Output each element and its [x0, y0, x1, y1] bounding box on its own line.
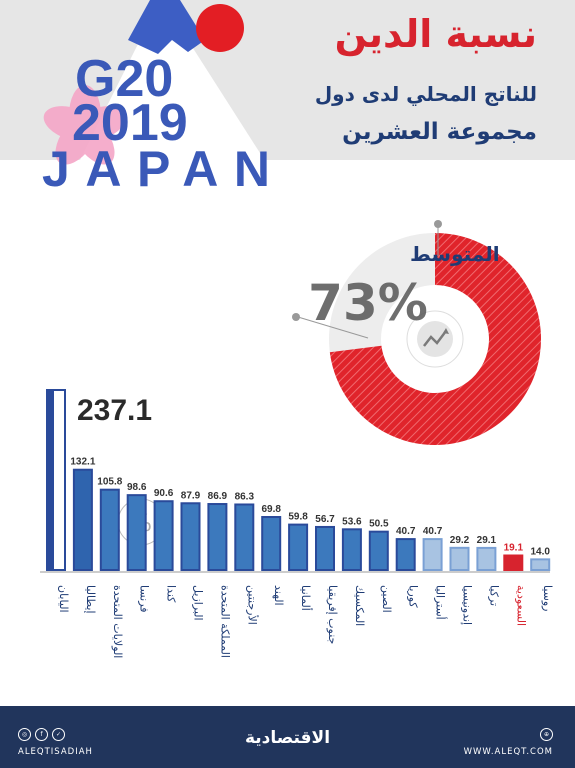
bar-value-label: 29.2: [450, 535, 470, 546]
category-label: البرازيل: [192, 585, 205, 621]
bar: [207, 503, 228, 571]
category-label: جنوب إفريقيا: [326, 585, 339, 644]
average-pointer-line: [297, 316, 369, 339]
bar-value-label: 237.1: [77, 394, 152, 427]
average-pointer-end: [434, 220, 442, 228]
debt-bar-chart: 73% المتوسط % 237.1اليابان132.1إيطاليا10…: [40, 220, 554, 658]
bar: [449, 546, 470, 572]
bar-inner: [48, 390, 54, 570]
category-label: فرنسا: [138, 585, 151, 613]
footer-website[interactable]: WWW.ALEQT.COM: [463, 747, 553, 757]
twitter-icon[interactable]: ✓: [52, 728, 65, 741]
category-label: ألمانيا: [299, 585, 313, 611]
category-label: روسيا: [541, 585, 554, 612]
bar: [234, 503, 255, 571]
bar-value-label: 56.7: [315, 514, 335, 525]
bar-value-label: 69.8: [261, 504, 281, 515]
bar-value-label: 86.3: [235, 491, 255, 502]
facebook-icon[interactable]: f: [35, 728, 48, 741]
bar: [476, 546, 497, 571]
bar-value-label: 14.0: [530, 546, 550, 557]
bar: [261, 516, 282, 572]
page-title: نسبة الدين: [334, 12, 537, 56]
category-label: أستراليا: [434, 585, 448, 620]
bar: [368, 530, 389, 571]
bar-value-label: 105.8: [97, 477, 122, 488]
logo-year: 2019: [72, 94, 188, 152]
category-label: تركيا: [487, 585, 500, 606]
web-icon-wrap: ⊕: [540, 728, 553, 741]
average-donut-arc: [329, 233, 541, 445]
page-subtitle-line2: مجموعة العشرين: [342, 119, 537, 145]
bar: [288, 523, 309, 572]
chart-trend-icon: [417, 321, 453, 357]
category-label: إندونيسيا: [461, 585, 474, 625]
footer-handle[interactable]: ALEQTISADIAH: [18, 747, 93, 757]
page-subtitle-line1: للناتج المحلي لدى دول: [314, 82, 537, 106]
category-label: اليابان: [57, 585, 70, 613]
bar-value-label: 87.9: [181, 490, 201, 501]
bar: [72, 468, 93, 571]
bar-value-label: 59.8: [288, 512, 308, 523]
bar-value-label: 29.1: [477, 535, 497, 546]
bar: [126, 494, 147, 571]
category-label: إيطاليا: [84, 585, 97, 614]
bar: [180, 502, 201, 572]
bar-value-label: 86.9: [208, 491, 228, 502]
bar-value-label: 53.6: [342, 516, 362, 527]
bar-value-label: 50.5: [369, 519, 389, 530]
bar: [315, 525, 335, 571]
category-label: الهند: [272, 585, 285, 606]
footer: ◎ f ✓ ⊕ الاقتصادية ALEQTISADIAH WWW.ALEQ…: [0, 706, 575, 768]
g20-japan-logo: G20 2019 JAPAN: [42, 0, 290, 200]
bar: [422, 538, 443, 572]
category-label: الولايات المتحدة: [111, 585, 124, 658]
average-label: المتوسط: [410, 242, 500, 266]
bar-value-label: 98.6: [127, 482, 147, 493]
bar: [153, 500, 174, 572]
globe-icon[interactable]: ⊕: [540, 728, 553, 741]
category-label: المملكة المتحدة: [218, 585, 231, 658]
average-donut: 73% المتوسط: [292, 220, 541, 445]
bar-value-label: 40.7: [396, 526, 416, 537]
category-label: الصين: [380, 585, 393, 613]
category-label: الأرجنتين: [245, 585, 259, 625]
bar-value-label: 132.1: [70, 457, 95, 468]
bar: [341, 528, 362, 572]
bar: [395, 538, 416, 572]
footer-brand[interactable]: الاقتصادية: [244, 728, 331, 748]
bar-value-label: 40.7: [423, 526, 443, 537]
bar: [99, 488, 120, 572]
bar: [530, 558, 551, 572]
bar: [503, 554, 524, 571]
social-icons: ◎ f ✓: [18, 728, 65, 741]
category-label: السعودية: [514, 585, 527, 626]
logo-g20: G20: [75, 50, 173, 108]
average-pointer-start: [292, 313, 300, 321]
category-label: كوريا: [407, 585, 420, 608]
category-label: المكسيك: [353, 585, 366, 626]
average-value: 73%: [308, 274, 428, 332]
bar-value-label: 90.6: [154, 488, 174, 499]
bar-value-label: 19.1: [504, 542, 524, 553]
category-label: كندا: [165, 585, 178, 603]
instagram-icon[interactable]: ◎: [18, 728, 31, 741]
